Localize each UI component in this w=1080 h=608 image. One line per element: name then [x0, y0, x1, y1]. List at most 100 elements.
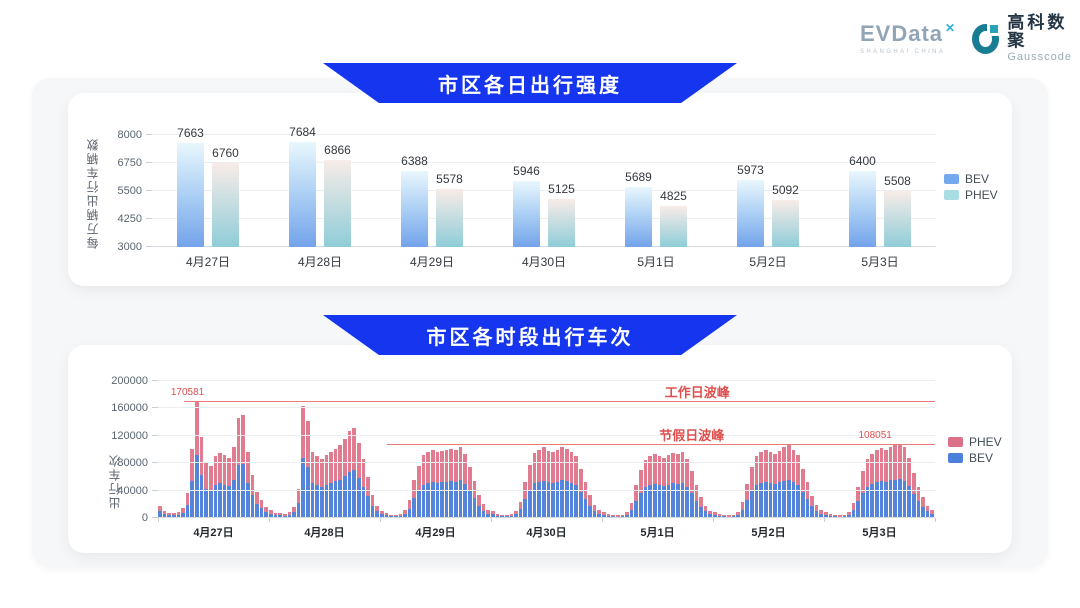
phev-segment: [167, 512, 171, 516]
stacked-bar: [213, 456, 218, 518]
stacked-bar: [870, 453, 874, 518]
bev-segment: [916, 501, 921, 518]
x-tick-label: 4月29日: [409, 255, 455, 269]
bev-segment: [884, 481, 888, 518]
stacked-bar: [333, 448, 338, 518]
phev-segment: [694, 485, 699, 501]
phev-segment: [768, 452, 773, 484]
y-tick-label: 160000: [111, 402, 148, 415]
daily-intensity-card: 每万辆出行车辆数 3000 4250 5500 6750 8000 4月27日 7663 67…: [68, 93, 1012, 286]
stacked-bar: [477, 494, 481, 518]
phev-segment: [236, 418, 241, 465]
phev-segment: [324, 454, 329, 485]
bev-segment: [597, 514, 601, 518]
stacked-bar: [634, 485, 638, 518]
phev-segment: [486, 509, 490, 514]
phev-segment: [671, 452, 675, 484]
bev-segment: [763, 482, 768, 518]
phev-segment: [232, 446, 236, 481]
stacked-bar: [162, 511, 167, 518]
stacked-bar: [541, 447, 546, 518]
x-tick-mark: [713, 518, 714, 522]
legend-item-phev-2[interactable]: PHEV: [948, 435, 1002, 449]
bev-segment: [870, 483, 874, 518]
y-tick-mark: [146, 162, 152, 163]
phev-segment: [763, 450, 768, 483]
phev-segment: [652, 454, 657, 485]
stacked-bar: [805, 482, 810, 518]
bev-segment: [426, 482, 430, 518]
bar-value-label: 7663: [177, 125, 204, 140]
phev-segment: [204, 463, 208, 489]
phev-segment: [805, 482, 810, 500]
stacked-bar: [444, 450, 449, 518]
bar-bev: [513, 181, 540, 247]
legend-item-bev[interactable]: BEV: [944, 172, 998, 186]
bev-segment: [435, 483, 440, 518]
phev-segment: [791, 449, 796, 482]
bev-segment: [356, 478, 361, 518]
bev-segment: [588, 506, 592, 518]
phev-swatch-2: [948, 437, 963, 447]
bev-segment: [417, 490, 421, 518]
stacked-bar: [551, 452, 555, 518]
bev-segment: [514, 514, 518, 518]
stacked-bar: [158, 505, 162, 518]
stacked-bar: [930, 510, 934, 518]
chart2-title: 市区各时段出行车次: [426, 326, 634, 349]
phev-segment: [777, 450, 782, 483]
bev-segment: [250, 495, 255, 518]
bev-segment: [403, 514, 407, 518]
bev-segment: [273, 515, 278, 518]
bev-segment: [366, 496, 370, 518]
bev-segment: [777, 482, 782, 518]
y-tick-label: 0: [141, 512, 148, 524]
legend-item-phev[interactable]: PHEV: [944, 188, 998, 202]
bev-segment: [555, 481, 560, 518]
phev-segment: [782, 447, 786, 481]
phev-segment: [773, 453, 777, 484]
stacked-bar: [426, 451, 430, 518]
phev-segment: [190, 448, 194, 482]
bev-segment: [565, 481, 569, 518]
y-tick-label: 40000: [117, 484, 148, 497]
stacked-bar: [588, 495, 592, 518]
phev-segment: [874, 450, 879, 483]
bev-segment: [463, 484, 467, 518]
stacked-bar: [921, 497, 925, 518]
bev-segment: [625, 514, 629, 518]
bev-segment: [703, 511, 708, 518]
legend-item-bev-2[interactable]: BEV: [948, 451, 1002, 465]
phev-segment: [199, 436, 204, 475]
stacked-bar: [458, 446, 463, 518]
phev-segment: [227, 457, 231, 487]
phev-segment: [602, 511, 606, 515]
bev-segment: [648, 485, 652, 518]
phev-segment: [176, 511, 181, 515]
stacked-bar: [301, 405, 305, 518]
stacked-bar: [370, 494, 375, 518]
stacked-bar: [662, 457, 666, 518]
stacked-bar: [685, 459, 689, 518]
bev-segment: [569, 482, 574, 518]
phev-segment: [921, 497, 925, 508]
bev-segment: [560, 480, 564, 518]
bev-segment: [380, 514, 384, 518]
phev-segment: [861, 471, 865, 494]
stacked-bar: [440, 450, 444, 518]
bev-segment: [282, 515, 287, 518]
bev-segment: [750, 491, 754, 518]
stacked-bar: [699, 497, 703, 518]
stacked-bar: [282, 513, 287, 518]
bev-segment: [176, 514, 181, 518]
stacked-bar: [639, 470, 643, 518]
phev-segment: [463, 454, 467, 485]
bev-segment: [791, 481, 796, 518]
stacked-bar: [255, 491, 259, 518]
bev-segment: [264, 512, 268, 518]
bev-swatch-2: [948, 453, 963, 463]
stacked-bar: [602, 511, 606, 518]
bev-segment: [412, 497, 416, 518]
stacked-bar: [865, 459, 870, 518]
bev-segment: [689, 493, 694, 518]
